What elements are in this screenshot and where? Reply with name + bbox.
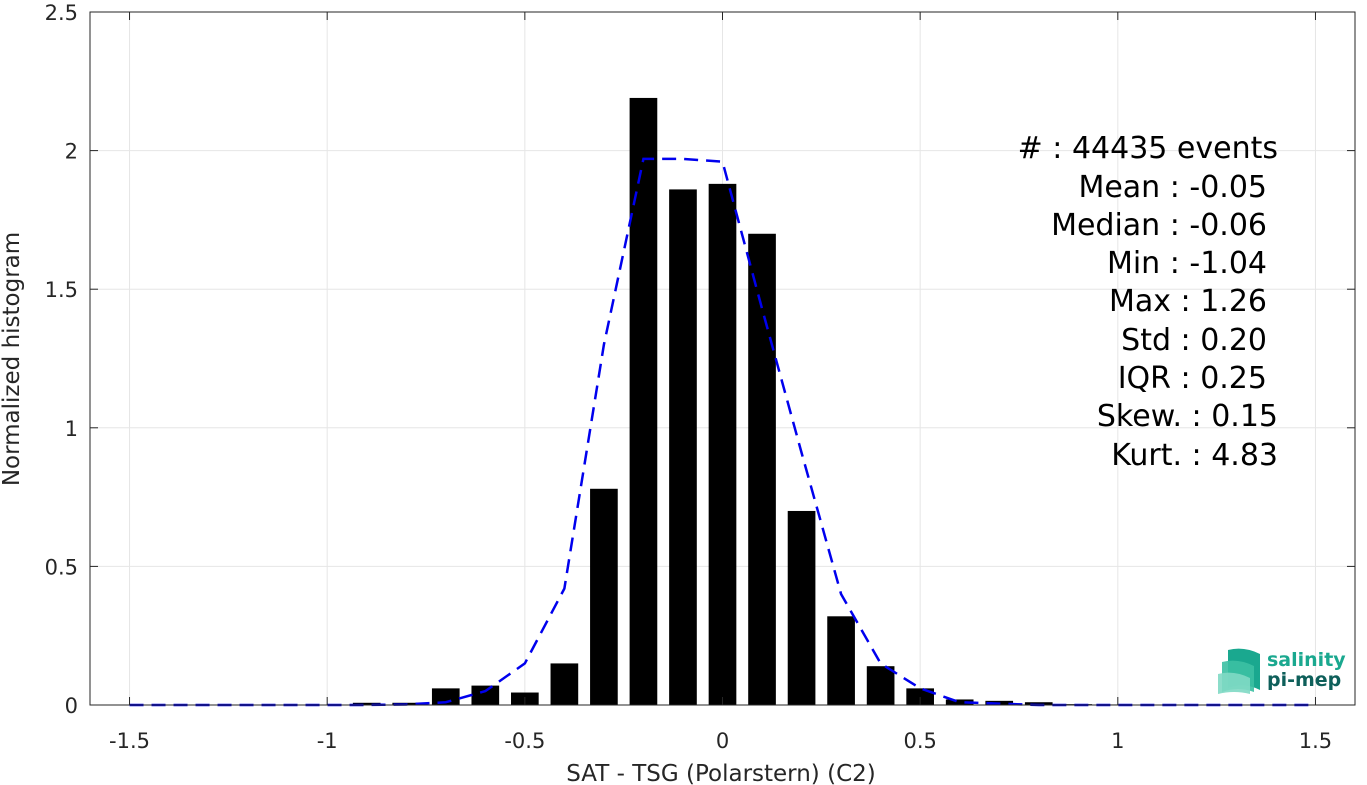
statistics-annotation: # : 44435 events Mean : -0.05 Median : -… [1018, 131, 1278, 473]
logo-line-1: salinity [1267, 649, 1346, 671]
histogram-bar [748, 233, 776, 705]
stat-std: Std : 0.20 [1121, 323, 1267, 358]
y-axis-label: Normalized histogram [0, 232, 25, 486]
stat-iqr: IQR : 0.25 [1118, 361, 1267, 396]
y-tick-label: 0.5 [45, 555, 78, 579]
histogram-bar [866, 666, 895, 705]
stat-count: # : 44435 events [1018, 131, 1278, 166]
stat-kurt: Kurt. : 4.83 [1111, 438, 1278, 473]
histogram-bar [1024, 702, 1053, 705]
stat-mean: Mean : -0.05 [1078, 170, 1267, 205]
x-tick-label: 0.5 [903, 729, 936, 753]
y-tick-label: 1.5 [45, 278, 78, 302]
axis-ticks: -1.5 -1 -0.5 0 0.5 1 1.5 0 0.5 1 1.5 2 2.5 [45, 1, 1355, 753]
stat-median: Median : -0.06 [1051, 208, 1267, 243]
x-tick-label: -0.5 [504, 729, 545, 753]
histogram-bar [550, 663, 579, 705]
histogram-bar [945, 699, 974, 705]
x-tick-label: -1 [317, 729, 338, 753]
stat-min: Min : -1.04 [1107, 246, 1267, 281]
histogram-bar [787, 510, 816, 705]
stat-max: Max : 1.26 [1109, 284, 1267, 319]
logo-line-2: pi-mep [1267, 669, 1341, 691]
y-tick-label: 2 [65, 140, 78, 164]
wave-logo-icon [1218, 648, 1260, 694]
x-tick-label: 0 [716, 729, 729, 753]
bar-series [352, 97, 1172, 705]
histogram-bar [906, 688, 934, 705]
histogram-bar [431, 688, 460, 705]
histogram-bar [669, 189, 697, 705]
histogram-bar [629, 97, 658, 705]
histogram-bar [590, 488, 618, 705]
x-axis-label: SAT - TSG (Polarstern) (C2) [566, 761, 875, 785]
x-tick-label: -1.5 [109, 729, 150, 753]
y-tick-label: 2.5 [45, 1, 78, 25]
histogram-bar [471, 685, 500, 705]
histogram-bar [827, 616, 855, 705]
stat-skew: Skew. : 0.15 [1097, 399, 1278, 434]
x-tick-label: 1 [1111, 729, 1124, 753]
histogram-bar [352, 702, 381, 705]
histogram-bar [708, 183, 737, 705]
salinity-pi-mep-logo: salinity pi-mep [1218, 648, 1346, 694]
y-tick-label: 1 [65, 417, 78, 441]
y-tick-label: 0 [65, 694, 78, 718]
x-tick-label: 1.5 [1299, 729, 1332, 753]
